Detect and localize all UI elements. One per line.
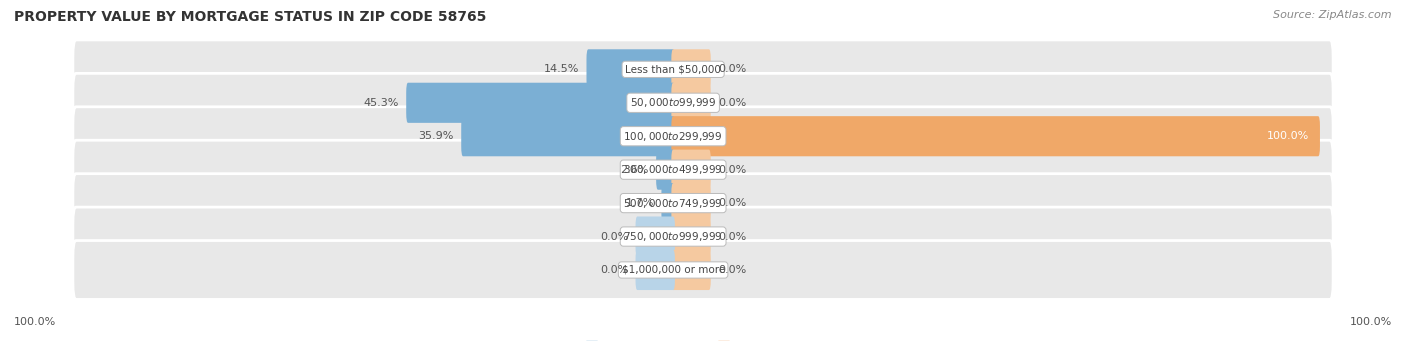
Text: 0.0%: 0.0% bbox=[718, 98, 747, 108]
FancyBboxPatch shape bbox=[671, 150, 711, 190]
FancyBboxPatch shape bbox=[671, 83, 711, 123]
FancyBboxPatch shape bbox=[73, 73, 1333, 132]
Text: 0.0%: 0.0% bbox=[718, 265, 747, 275]
Text: 2.6%: 2.6% bbox=[620, 165, 650, 175]
FancyBboxPatch shape bbox=[73, 40, 1333, 99]
Text: 0.0%: 0.0% bbox=[600, 232, 628, 241]
Text: 1.7%: 1.7% bbox=[626, 198, 654, 208]
Text: 35.9%: 35.9% bbox=[419, 131, 454, 141]
Text: 45.3%: 45.3% bbox=[364, 98, 399, 108]
FancyBboxPatch shape bbox=[73, 240, 1333, 299]
FancyBboxPatch shape bbox=[73, 207, 1333, 266]
Text: $100,000 to $299,999: $100,000 to $299,999 bbox=[623, 130, 723, 143]
Text: $750,000 to $999,999: $750,000 to $999,999 bbox=[623, 230, 723, 243]
Text: PROPERTY VALUE BY MORTGAGE STATUS IN ZIP CODE 58765: PROPERTY VALUE BY MORTGAGE STATUS IN ZIP… bbox=[14, 10, 486, 24]
Text: Less than $50,000: Less than $50,000 bbox=[626, 64, 721, 74]
FancyBboxPatch shape bbox=[671, 217, 711, 257]
FancyBboxPatch shape bbox=[461, 116, 675, 156]
FancyBboxPatch shape bbox=[636, 250, 675, 290]
FancyBboxPatch shape bbox=[671, 116, 1320, 156]
FancyBboxPatch shape bbox=[73, 140, 1333, 199]
FancyBboxPatch shape bbox=[406, 83, 675, 123]
FancyBboxPatch shape bbox=[671, 250, 711, 290]
Text: 0.0%: 0.0% bbox=[718, 165, 747, 175]
Text: $1,000,000 or more: $1,000,000 or more bbox=[621, 265, 724, 275]
FancyBboxPatch shape bbox=[661, 183, 675, 223]
FancyBboxPatch shape bbox=[586, 49, 675, 89]
Text: 100.0%: 100.0% bbox=[1267, 131, 1309, 141]
Text: 0.0%: 0.0% bbox=[718, 232, 747, 241]
FancyBboxPatch shape bbox=[73, 107, 1333, 166]
Text: 100.0%: 100.0% bbox=[1350, 317, 1392, 327]
FancyBboxPatch shape bbox=[73, 174, 1333, 233]
Text: 0.0%: 0.0% bbox=[718, 64, 747, 74]
Text: $50,000 to $99,999: $50,000 to $99,999 bbox=[630, 96, 716, 109]
FancyBboxPatch shape bbox=[636, 217, 675, 257]
Text: 0.0%: 0.0% bbox=[600, 265, 628, 275]
Text: $500,000 to $749,999: $500,000 to $749,999 bbox=[623, 197, 723, 210]
Text: Source: ZipAtlas.com: Source: ZipAtlas.com bbox=[1274, 10, 1392, 20]
FancyBboxPatch shape bbox=[657, 150, 675, 190]
Text: 100.0%: 100.0% bbox=[14, 317, 56, 327]
FancyBboxPatch shape bbox=[671, 49, 711, 89]
FancyBboxPatch shape bbox=[671, 183, 711, 223]
Text: $300,000 to $499,999: $300,000 to $499,999 bbox=[623, 163, 723, 176]
Text: 14.5%: 14.5% bbox=[544, 64, 579, 74]
Text: 0.0%: 0.0% bbox=[718, 198, 747, 208]
